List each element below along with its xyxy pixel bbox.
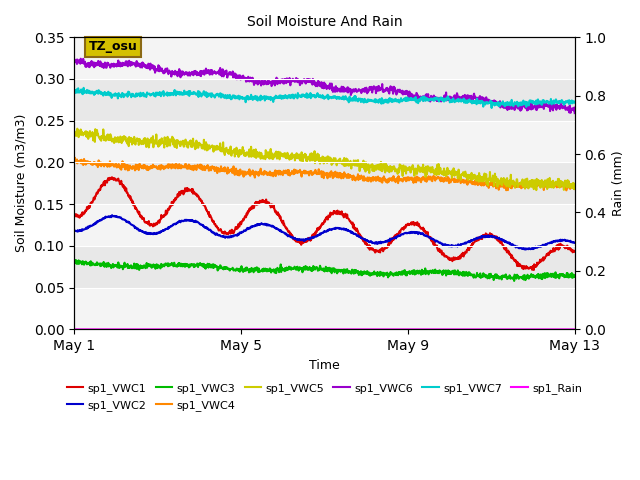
Legend: sp1_VWC1, sp1_VWC2, sp1_VWC3, sp1_VWC4, sp1_VWC5, sp1_VWC6, sp1_VWC7, sp1_Rain: sp1_VWC1, sp1_VWC2, sp1_VWC3, sp1_VWC4, …	[62, 379, 586, 415]
X-axis label: Time: Time	[309, 359, 340, 372]
Y-axis label: Rain (mm): Rain (mm)	[612, 150, 625, 216]
Bar	[74, 120, 575, 162]
Bar	[74, 37, 575, 79]
Bar	[74, 288, 575, 329]
Y-axis label: Soil Moisture (m3/m3): Soil Moisture (m3/m3)	[15, 114, 28, 252]
Text: TZ_osu: TZ_osu	[88, 40, 138, 53]
Title: Soil Moisture And Rain: Soil Moisture And Rain	[246, 15, 402, 29]
Bar	[74, 204, 575, 246]
